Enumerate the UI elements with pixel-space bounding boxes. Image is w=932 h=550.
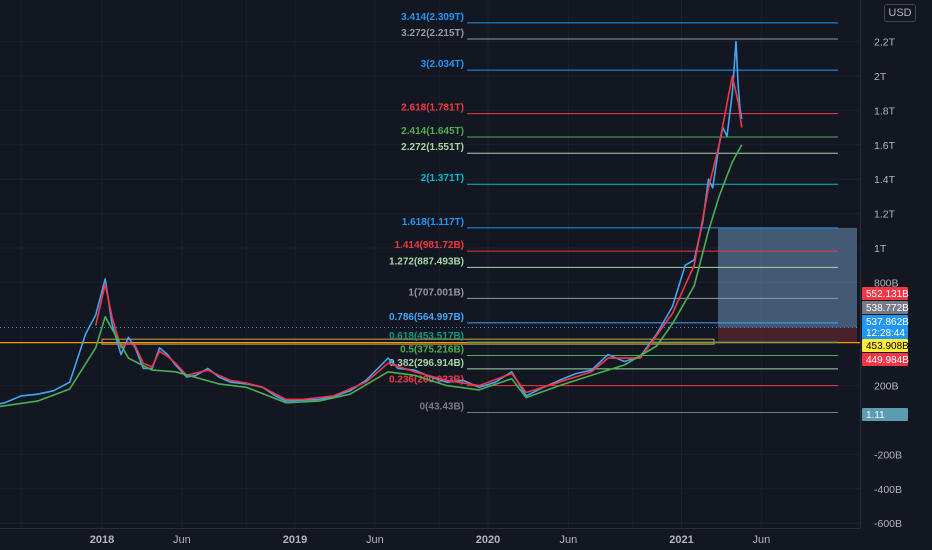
y-tick-label: 1.4T — [874, 174, 896, 186]
currency-selector[interactable]: USD — [884, 4, 916, 22]
fib-level-label: 0.5(375.216B) — [400, 344, 464, 355]
stop-zone[interactable] — [718, 327, 857, 343]
y-tick-label: 200B — [874, 381, 899, 393]
fib-level-label: 1.618(1.117T) — [402, 217, 464, 228]
y-tick-label: 2T — [874, 71, 887, 83]
price-badge — [862, 301, 908, 314]
x-tick-label: 2018 — [90, 534, 114, 546]
fib-level-label: 2.272(1.551T) — [401, 142, 464, 153]
y-tick-label: 1T — [874, 243, 887, 255]
price-badge — [862, 353, 908, 366]
x-tick-label: Jun — [752, 534, 770, 546]
y-tick-label: 1.8T — [874, 105, 896, 117]
y-tick-label: -400B — [874, 484, 902, 496]
x-tick-label: 2019 — [283, 534, 307, 546]
fib-level-label: 3(2.034T) — [421, 59, 464, 70]
price-badge — [862, 339, 908, 352]
price-badge-label: 449.984B — [866, 355, 909, 366]
fib-level-label: 3.414(2.309T) — [401, 12, 464, 23]
y-tick-label: -600B — [874, 518, 902, 530]
price-series-line — [94, 75, 743, 401]
x-tick-label: Jun — [173, 534, 191, 546]
y-tick-label: 1.2T — [874, 209, 896, 221]
fib-level-label: 2.414(1.645T) — [401, 126, 464, 137]
fib-level-label: 0.618(453.517B) — [389, 331, 464, 342]
fib-level-label: 0.786(564.997B) — [389, 312, 464, 323]
y-tick-label: 2.2T — [874, 37, 896, 49]
fib-level-label: 2.618(1.781T) — [401, 103, 464, 114]
price-badge-label: 537.862B — [866, 317, 909, 328]
fib-level-label: 0(43.43B) — [420, 402, 464, 413]
price-badge-label: 552.131B — [866, 289, 909, 300]
x-tick-label: 2020 — [476, 534, 500, 546]
fib-level-label: 0.382(296.914B) — [389, 358, 464, 369]
price-badge-label: 453.908B — [866, 341, 909, 352]
fib-level-label: 1.272(887.493B) — [389, 256, 464, 267]
x-tick-label: Jun — [559, 534, 577, 546]
fib-level-label: 0.236(200.033B) — [389, 375, 464, 386]
fib-level-label: 1.414(981.72B) — [395, 240, 465, 251]
price-badge — [862, 287, 908, 300]
fib-level-label: 1(707.001B) — [408, 287, 464, 298]
price-badge-label: 538.772B — [866, 303, 909, 314]
price-badge — [862, 315, 908, 339]
y-tick-label: -200B — [874, 449, 902, 461]
price-badge-label: 1.11 — [866, 410, 885, 421]
y-tick-label: 800B — [874, 277, 899, 289]
price-series-line — [0, 144, 743, 408]
x-tick-label: Jun — [366, 534, 384, 546]
target-zone[interactable] — [718, 227, 857, 328]
fib-level-label: 3.272(2.215T) — [401, 28, 464, 39]
price-badge-timer: 12:28:44 — [866, 328, 905, 339]
y-tick-label: 1.6T — [874, 140, 896, 152]
fib-level-label: 2(1.371T) — [421, 173, 464, 184]
price-badge — [862, 408, 908, 421]
x-tick-label: 2021 — [669, 534, 693, 546]
